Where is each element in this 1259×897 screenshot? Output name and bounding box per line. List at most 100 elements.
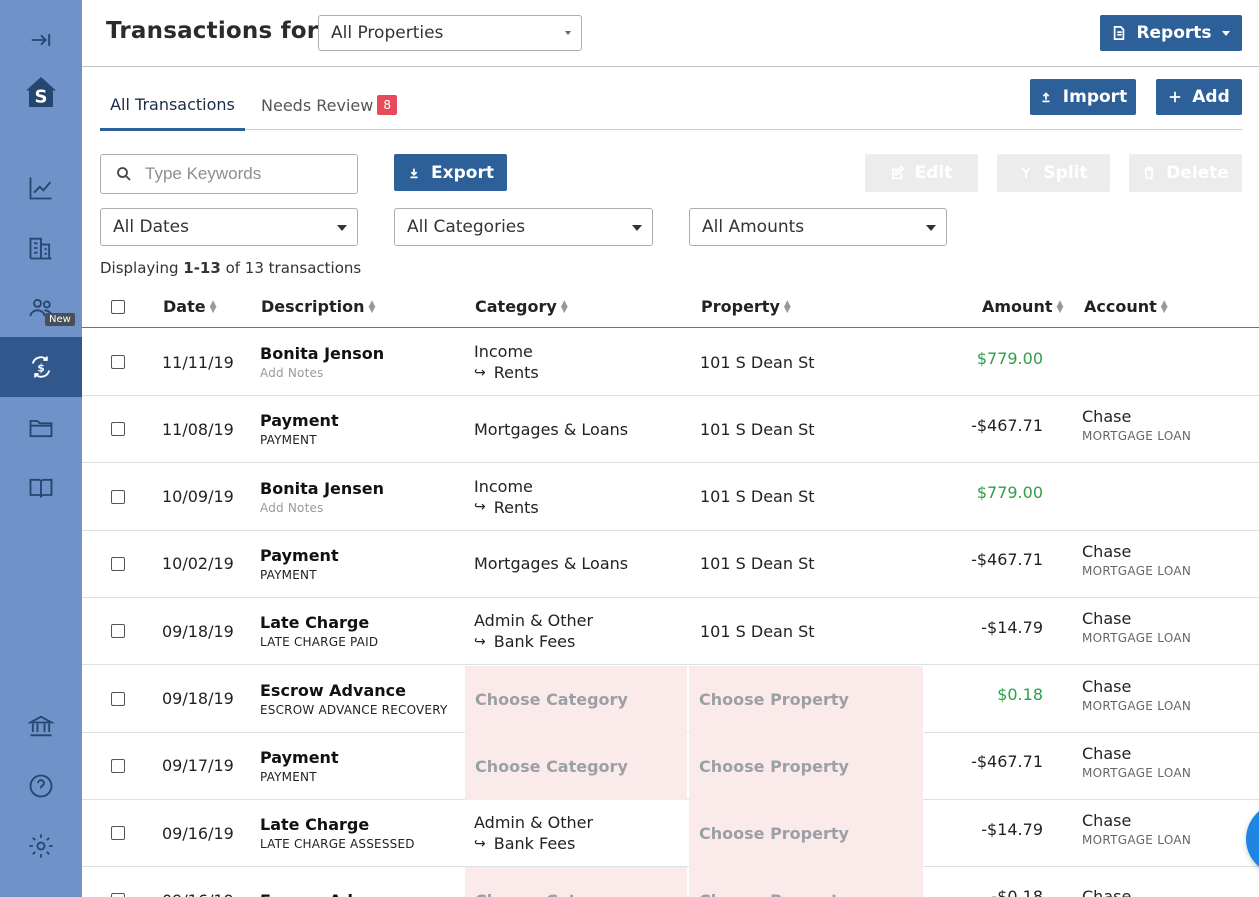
row-checkbox[interactable] bbox=[111, 422, 125, 437]
description-cell[interactable]: Escrow Advance bbox=[260, 867, 406, 897]
row-checkbox-cell[interactable] bbox=[111, 598, 125, 664]
category-cell[interactable]: Mortgages & Loans bbox=[474, 396, 628, 462]
description-cell[interactable]: Payment PAYMENT bbox=[260, 733, 339, 799]
property-cell[interactable]: 101 S Dean St bbox=[700, 329, 815, 395]
tab-all-transactions[interactable]: All Transactions bbox=[100, 80, 245, 131]
column-label: Amount bbox=[982, 297, 1053, 316]
row-checkbox-cell[interactable] bbox=[111, 800, 125, 866]
row-checkbox[interactable] bbox=[111, 893, 125, 897]
description-cell[interactable]: Payment PAYMENT bbox=[260, 396, 339, 462]
column-header-date[interactable]: Date ▲ ▼ bbox=[163, 285, 217, 328]
category-value: Admin & Other bbox=[474, 611, 594, 631]
description-cell[interactable]: Bonita Jenson Add Notes bbox=[260, 329, 384, 395]
table-row[interactable]: 09/16/19 Late Charge LATE CHARGE ASSESSED A… bbox=[82, 800, 1259, 868]
category-cell[interactable]: Income ↪ Rents bbox=[474, 329, 539, 395]
amount-value: -$467.71 bbox=[971, 550, 1043, 570]
property-cell[interactable]: 101 S Dean St bbox=[700, 396, 815, 462]
category-cell[interactable]: Admin & Other ↪ Bank Fees bbox=[474, 800, 593, 866]
collapse-sidebar-button[interactable] bbox=[0, 12, 82, 68]
column-header-amount[interactable]: Amount ▲ ▼ bbox=[982, 285, 1063, 328]
date-value: 10/09/19 bbox=[162, 487, 234, 507]
amount-filter-value: All Amounts bbox=[702, 217, 805, 237]
category-filter-select[interactable]: All Categories bbox=[394, 208, 653, 246]
amount-filter-select[interactable]: All Amounts bbox=[689, 208, 947, 246]
table-row[interactable]: 11/08/19 Payment PAYMENT Mortgages & Loans 1… bbox=[82, 396, 1259, 464]
row-checkbox-cell[interactable] bbox=[111, 867, 125, 897]
column-header-description[interactable]: Description ▲ ▼ bbox=[261, 285, 375, 328]
property-cell[interactable]: 101 S Dean St bbox=[700, 531, 815, 597]
row-checkbox-cell[interactable] bbox=[111, 329, 125, 395]
category-cell[interactable]: Mortgages & Loans bbox=[474, 531, 628, 597]
sidebar-item-transactions[interactable]: $ bbox=[0, 337, 82, 397]
choose-property-cell[interactable]: Choose Property bbox=[689, 732, 923, 800]
import-button[interactable]: Import bbox=[1030, 79, 1136, 115]
add-button[interactable]: Add bbox=[1156, 79, 1242, 115]
tab-needs-review[interactable]: Needs Review 8 bbox=[261, 80, 397, 130]
choose-category-cell[interactable]: Choose Category bbox=[465, 867, 687, 897]
row-checkbox[interactable] bbox=[111, 624, 125, 639]
search-box[interactable] bbox=[100, 154, 358, 194]
column-header-account[interactable]: Account ▲ ▼ bbox=[1084, 285, 1168, 328]
choose-category-cell[interactable]: Choose Category bbox=[465, 732, 687, 800]
description-cell[interactable]: Bonita Jensen Add Notes bbox=[260, 464, 384, 530]
sort-icon: ▲ ▼ bbox=[783, 298, 791, 315]
table-row[interactable]: 11/11/19 Bonita Jenson Add Notes Income ↪ Ren… bbox=[82, 329, 1259, 396]
row-checkbox[interactable] bbox=[111, 355, 125, 369]
add-notes-link[interactable]: Add Notes bbox=[260, 500, 324, 515]
column-header-property[interactable]: Property ▲ ▼ bbox=[701, 285, 791, 328]
sidebar-item-help[interactable] bbox=[0, 758, 82, 814]
sidebar-item-settings[interactable] bbox=[0, 818, 82, 874]
row-checkbox[interactable] bbox=[111, 556, 125, 571]
description-cell[interactable]: Escrow Advance ESCROW ADVANCE RECOVERY bbox=[260, 666, 448, 732]
export-button[interactable]: Export bbox=[394, 154, 507, 191]
description-cell[interactable]: Late Charge LATE CHARGE ASSESSED bbox=[260, 800, 415, 866]
row-checkbox-cell[interactable] bbox=[111, 733, 125, 799]
property-cell[interactable]: 101 S Dean St bbox=[700, 464, 815, 530]
description-cell[interactable]: Payment PAYMENT bbox=[260, 531, 339, 597]
table-row[interactable]: 09/17/19 Payment PAYMENT Choose Category Cho… bbox=[82, 732, 1259, 800]
table-row[interactable]: 10/02/19 Payment PAYMENT Mortgages & Loans 1… bbox=[82, 531, 1259, 598]
sidebar-item-tenants[interactable] bbox=[0, 280, 82, 336]
buildings-icon bbox=[29, 237, 52, 260]
row-checkbox-cell[interactable] bbox=[111, 396, 125, 462]
logo[interactable]: S bbox=[0, 64, 82, 120]
row-checkbox-cell[interactable] bbox=[111, 666, 125, 732]
choose-category-cell[interactable]: Choose Category bbox=[465, 665, 687, 733]
category-cell[interactable]: Admin & Other ↪ Bank Fees bbox=[474, 598, 593, 664]
row-checkbox[interactable] bbox=[111, 691, 125, 706]
choose-property-cell[interactable]: Choose Property bbox=[689, 867, 923, 897]
edit-button[interactable]: Edit bbox=[865, 154, 978, 192]
sidebar-item-properties[interactable] bbox=[0, 220, 82, 276]
category-cell[interactable]: Income ↪ Rents bbox=[474, 464, 539, 530]
row-checkbox-cell[interactable] bbox=[111, 531, 125, 597]
row-checkbox[interactable] bbox=[111, 826, 125, 841]
description-cell[interactable]: Late Charge LATE CHARGE PAID bbox=[260, 598, 378, 664]
category-filter-value: All Categories bbox=[407, 217, 526, 237]
row-checkbox-cell[interactable] bbox=[111, 464, 125, 530]
select-all-checkbox[interactable] bbox=[111, 299, 125, 314]
sidebar-item-banking[interactable] bbox=[0, 698, 82, 754]
sidebar-item-documents[interactable] bbox=[0, 400, 82, 456]
row-checkbox[interactable] bbox=[111, 758, 125, 773]
table-row[interactable]: 09/18/19 Late Charge LATE CHARGE PAID Admin… bbox=[82, 598, 1259, 666]
split-button[interactable]: Split bbox=[997, 154, 1110, 192]
search-input[interactable] bbox=[145, 164, 335, 184]
choose-property-cell[interactable]: Choose Property bbox=[689, 800, 923, 868]
select-all-checkbox-cell[interactable] bbox=[111, 285, 125, 328]
table-row[interactable]: 10/09/19 Bonita Jensen Add Notes Income ↪ Ren… bbox=[82, 464, 1259, 531]
row-checkbox[interactable] bbox=[111, 489, 125, 504]
reports-button[interactable]: Reports bbox=[1100, 15, 1242, 51]
table-header: Date ▲ ▼ Description ▲ ▼ Category ▲ ▼ Property… bbox=[82, 285, 1259, 328]
date-filter-select[interactable]: All Dates bbox=[100, 208, 358, 246]
add-notes-link[interactable]: Add Notes bbox=[260, 366, 324, 380]
table-row[interactable]: 09/18/19 Escrow Advance ESCROW ADVANCE REC… bbox=[82, 665, 1259, 733]
column-header-category[interactable]: Category ▲ ▼ bbox=[475, 285, 568, 328]
sidebar-item-reports[interactable] bbox=[0, 160, 82, 216]
table-row[interactable]: 09/16/19 Escrow Advance Choose Category Cho… bbox=[82, 867, 1259, 897]
property-select[interactable]: All Properties bbox=[318, 15, 582, 51]
sidebar-item-guides[interactable] bbox=[0, 460, 82, 516]
property-cell[interactable]: 101 S Dean St bbox=[700, 598, 815, 664]
delete-button[interactable]: Delete bbox=[1129, 154, 1242, 192]
choose-property-cell[interactable]: Choose Property bbox=[689, 665, 923, 733]
